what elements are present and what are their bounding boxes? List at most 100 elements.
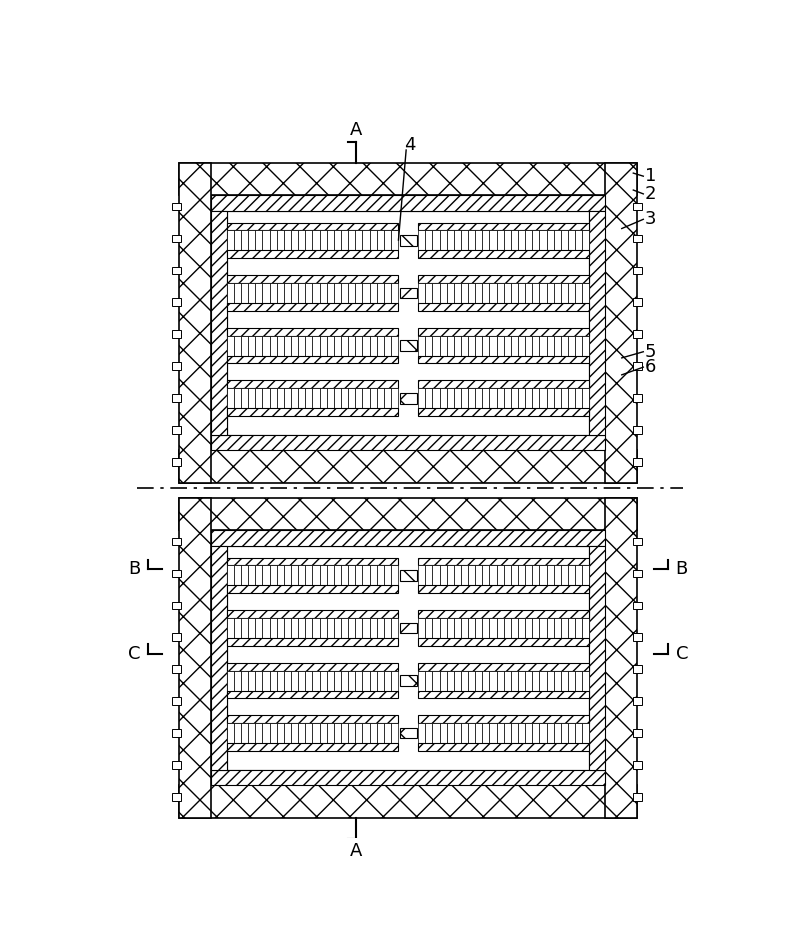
Bar <box>362 335 370 355</box>
Bar <box>590 545 605 770</box>
Bar <box>284 283 291 303</box>
Bar <box>291 388 298 408</box>
Bar <box>355 335 362 355</box>
Bar <box>172 235 181 242</box>
Bar <box>532 283 539 303</box>
Bar <box>370 335 377 355</box>
Text: B: B <box>676 560 688 577</box>
Bar <box>568 283 575 303</box>
Bar <box>262 671 270 690</box>
Bar <box>172 426 181 434</box>
Bar <box>306 231 313 251</box>
Bar <box>418 663 590 671</box>
Bar <box>400 675 417 686</box>
Bar <box>539 565 546 585</box>
Bar <box>454 283 461 303</box>
Bar <box>504 231 511 251</box>
Text: 4: 4 <box>404 137 416 154</box>
Bar <box>226 275 398 283</box>
Bar <box>575 723 582 743</box>
Bar <box>511 335 518 355</box>
Bar <box>418 251 590 258</box>
Bar <box>497 565 504 585</box>
Bar <box>439 335 446 355</box>
Bar <box>432 388 439 408</box>
Bar <box>313 618 319 638</box>
Bar <box>355 671 362 690</box>
Bar <box>234 565 241 585</box>
Bar <box>634 363 642 370</box>
Bar <box>468 388 475 408</box>
Bar <box>355 388 362 408</box>
Bar <box>439 283 446 303</box>
Bar <box>248 388 255 408</box>
Bar <box>418 715 590 723</box>
Bar <box>172 665 181 673</box>
Bar <box>234 335 241 355</box>
Bar <box>306 565 313 585</box>
Bar <box>284 671 291 690</box>
Bar <box>568 723 575 743</box>
Bar <box>518 618 525 638</box>
Bar <box>439 231 446 251</box>
Bar <box>468 335 475 355</box>
Bar <box>391 671 398 690</box>
Bar <box>277 671 284 690</box>
Bar <box>468 283 475 303</box>
Bar <box>454 565 461 585</box>
Bar <box>226 671 234 690</box>
Bar <box>418 388 426 408</box>
Bar <box>226 303 398 311</box>
Bar <box>454 618 461 638</box>
Bar <box>525 388 532 408</box>
Bar <box>362 565 370 585</box>
Bar <box>334 565 341 585</box>
Bar <box>461 671 468 690</box>
Bar <box>490 231 497 251</box>
Bar <box>391 565 398 585</box>
Bar <box>497 283 504 303</box>
Bar <box>634 235 642 242</box>
Bar <box>532 671 539 690</box>
Bar <box>475 723 482 743</box>
Bar <box>511 671 518 690</box>
Bar <box>326 723 334 743</box>
Bar <box>262 388 270 408</box>
Bar <box>384 671 391 690</box>
Bar <box>234 231 241 251</box>
Bar <box>326 283 334 303</box>
Bar <box>525 335 532 355</box>
Bar <box>475 283 482 303</box>
Bar <box>334 283 341 303</box>
Bar <box>518 671 525 690</box>
Bar <box>461 565 468 585</box>
Bar <box>334 723 341 743</box>
Bar <box>546 723 554 743</box>
Bar <box>341 388 348 408</box>
Bar <box>418 275 590 283</box>
Bar <box>582 231 590 251</box>
Bar <box>432 671 439 690</box>
Bar <box>490 671 497 690</box>
Bar <box>532 388 539 408</box>
Bar <box>634 697 642 705</box>
Bar <box>362 283 370 303</box>
Bar <box>326 231 334 251</box>
Bar <box>504 723 511 743</box>
Bar <box>179 498 637 530</box>
Bar <box>490 565 497 585</box>
Bar <box>634 203 642 210</box>
Bar <box>384 231 391 251</box>
Bar <box>384 723 391 743</box>
Bar <box>234 388 241 408</box>
Bar <box>326 565 334 585</box>
Bar <box>539 335 546 355</box>
Bar <box>561 618 568 638</box>
Bar <box>554 231 561 251</box>
Bar <box>377 283 384 303</box>
Bar <box>546 388 554 408</box>
Bar <box>255 565 262 585</box>
Bar <box>172 203 181 210</box>
Bar <box>255 618 262 638</box>
Bar <box>554 723 561 743</box>
